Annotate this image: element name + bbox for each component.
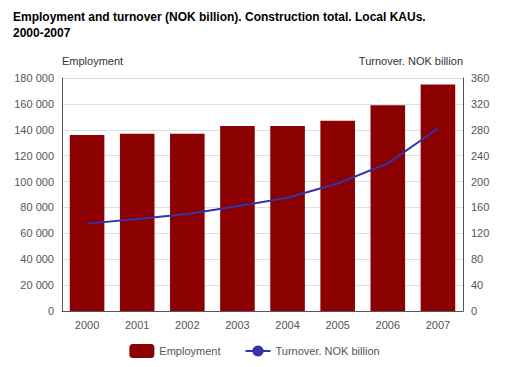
svg-text:60 000: 60 000 <box>20 227 54 239</box>
svg-text:100 000: 100 000 <box>14 176 54 188</box>
svg-text:120: 120 <box>471 227 489 239</box>
svg-text:40 000: 40 000 <box>20 253 54 265</box>
svg-text:320: 320 <box>471 98 489 110</box>
svg-text:Employment: Employment <box>159 345 220 357</box>
svg-text:2000-2007: 2000-2007 <box>13 26 71 40</box>
svg-text:360: 360 <box>471 72 489 84</box>
svg-text:160 000: 160 000 <box>14 98 54 110</box>
svg-text:2002: 2002 <box>175 319 199 331</box>
svg-text:280: 280 <box>471 124 489 136</box>
svg-text:240: 240 <box>471 150 489 162</box>
svg-text:20 000: 20 000 <box>20 279 54 291</box>
svg-text:2006: 2006 <box>376 319 400 331</box>
svg-text:0: 0 <box>48 305 54 317</box>
svg-text:2007: 2007 <box>426 319 450 331</box>
svg-text:120 000: 120 000 <box>14 150 54 162</box>
svg-text:140 000: 140 000 <box>14 124 54 136</box>
svg-text:40: 40 <box>471 279 483 291</box>
svg-text:Employment: Employment <box>62 55 123 67</box>
svg-text:2005: 2005 <box>325 319 349 331</box>
svg-text:80 000: 80 000 <box>20 201 54 213</box>
svg-text:2003: 2003 <box>225 319 249 331</box>
svg-text:2000: 2000 <box>75 319 99 331</box>
svg-text:Employment and turnover (NOK b: Employment and turnover (NOK billion). C… <box>13 10 426 24</box>
svg-text:180 000: 180 000 <box>14 72 54 84</box>
svg-text:Turnover. NOK billion: Turnover. NOK billion <box>359 55 463 67</box>
svg-text:200: 200 <box>471 176 489 188</box>
svg-text:80: 80 <box>471 253 483 265</box>
svg-text:Turnover. NOK billion: Turnover. NOK billion <box>275 345 379 357</box>
svg-text:160: 160 <box>471 201 489 213</box>
svg-text:2004: 2004 <box>275 319 299 331</box>
svg-text:0: 0 <box>471 305 477 317</box>
svg-text:2001: 2001 <box>125 319 149 331</box>
